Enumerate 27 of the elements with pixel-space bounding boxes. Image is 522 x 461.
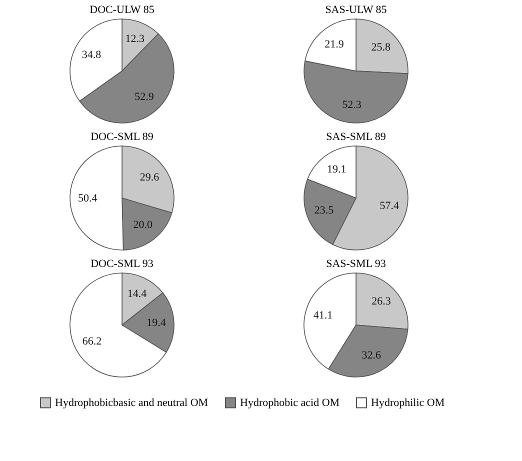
data-label: 66.2 (82, 336, 102, 348)
data-label: 19.4 (146, 317, 166, 330)
chart-title: SAS-ULW 85 (325, 4, 388, 16)
data-label: 23.5 (314, 204, 334, 216)
data-label: 29.6 (140, 171, 160, 184)
data-label: 14.4 (127, 288, 148, 300)
chart-title: SAS-SML 89 (326, 131, 386, 143)
data-label: 32.6 (362, 350, 382, 362)
chart-title: DOC-SML 89 (90, 131, 154, 143)
legend-label: Hydrophilic OM (371, 396, 445, 409)
legend-label: Hydrophobic acid OM (240, 396, 340, 409)
chart-title: DOC-SML 93 (90, 258, 154, 270)
data-label: 25.8 (371, 41, 391, 54)
data-label: 19.1 (326, 164, 346, 176)
data-label: 52.3 (342, 99, 362, 112)
data-label: 20.0 (133, 219, 153, 232)
data-label: 26.3 (372, 296, 392, 308)
data-label: 41.1 (313, 310, 333, 322)
data-label: 50.4 (78, 192, 98, 204)
data-label: 34.8 (82, 49, 102, 62)
chart-title: DOC-ULW 85 (90, 4, 155, 16)
data-label: 12.3 (125, 33, 146, 46)
legend-label: Hydrophobicbasic and neutral OM (55, 396, 208, 409)
data-label: 57.4 (380, 200, 400, 212)
data-label: 21.9 (324, 38, 344, 50)
data-label: 52.9 (134, 91, 154, 104)
chart-title: SAS-SML 93 (326, 258, 386, 270)
